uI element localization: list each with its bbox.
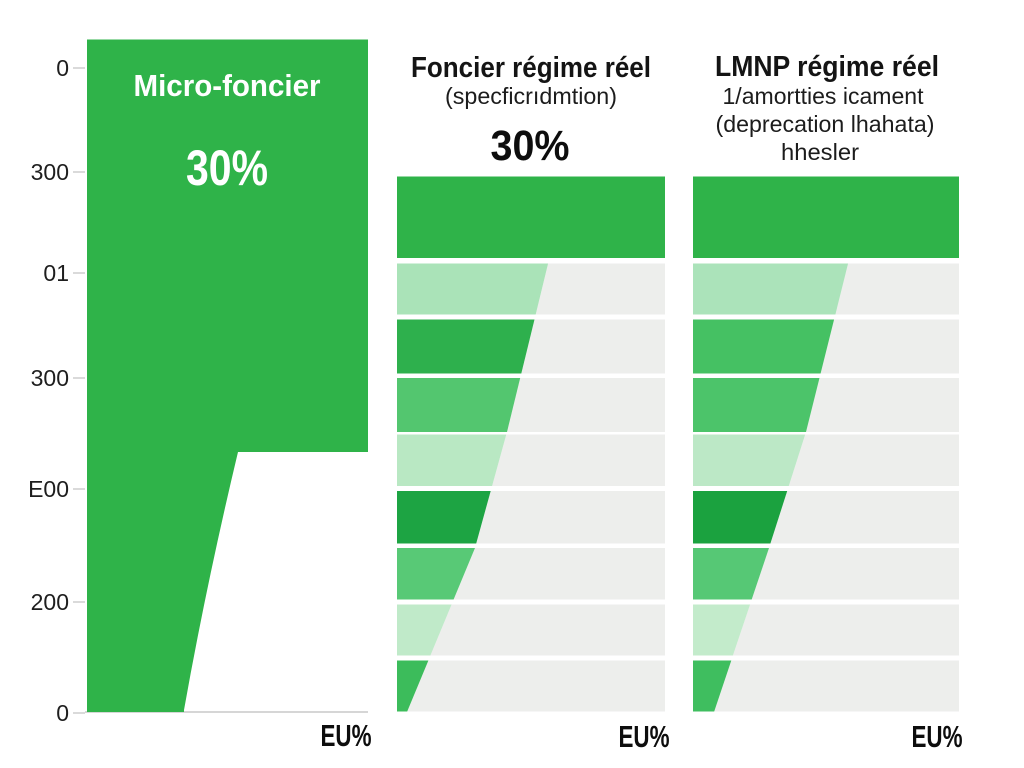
svg-text:300: 300 (31, 159, 69, 185)
svg-text:hhesler: hhesler (781, 139, 859, 165)
svg-text:1/amortties icament: 1/amortties icament (723, 83, 925, 109)
svg-text:01: 01 (43, 260, 69, 286)
svg-text:EU%: EU% (321, 718, 372, 753)
svg-text:Micro-foncier: Micro-foncier (134, 68, 321, 103)
svg-text:0: 0 (56, 700, 69, 726)
svg-text:200: 200 (31, 589, 69, 615)
svg-text:0: 0 (56, 55, 69, 81)
svg-text:Foncier régime réel: Foncier régime réel (411, 52, 651, 84)
svg-text:30%: 30% (491, 122, 570, 170)
svg-text:LMNP régime réel: LMNP régime réel (715, 51, 939, 83)
svg-text:E00: E00 (28, 476, 69, 502)
svg-text:30%: 30% (186, 140, 268, 196)
svg-text:(specficrıdmtion): (specficrıdmtion) (445, 83, 617, 109)
svg-text:EU%: EU% (912, 719, 963, 754)
svg-text:EU%: EU% (619, 719, 670, 754)
svg-text:300: 300 (31, 365, 69, 391)
svg-text:(deprecation lhahata): (deprecation lhahata) (716, 111, 935, 137)
